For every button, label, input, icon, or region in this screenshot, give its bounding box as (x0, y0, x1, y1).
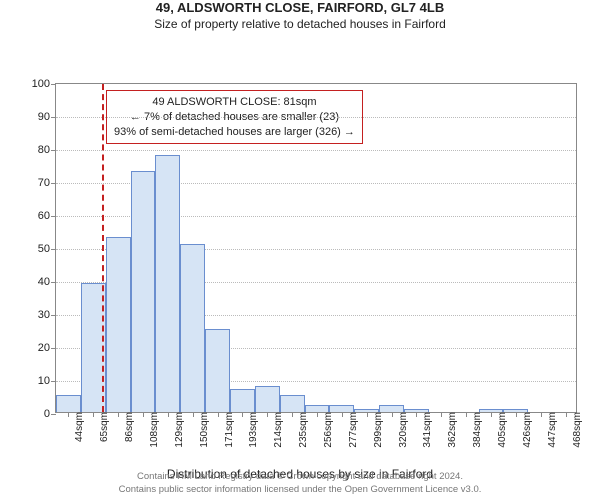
xtick-mark (218, 412, 219, 417)
xtick-label: 171sqm (221, 412, 235, 448)
annotation-line-1: 49 ALDSWORTH CLOSE: 81sqm (114, 95, 355, 110)
xtick-label: 86sqm (121, 412, 135, 442)
xtick-label: 468sqm (569, 412, 583, 448)
xtick-mark (168, 412, 169, 417)
ytick-label: 30 (38, 309, 56, 321)
histogram-bar (155, 155, 180, 412)
xtick-label: 405sqm (494, 412, 508, 448)
xtick-label: 235sqm (295, 412, 309, 448)
footer-line-1: Contains HM Land Registry data © Crown c… (0, 471, 600, 483)
xtick-mark (466, 412, 467, 417)
histogram-bar (205, 329, 230, 412)
histogram-bar (131, 171, 156, 412)
xtick-label: 320sqm (395, 412, 409, 448)
chart-container: Number of detached properties 49 ALDSWOR… (0, 35, 600, 465)
ytick-label: 10 (38, 375, 56, 387)
gridline (56, 117, 576, 118)
xtick-mark (68, 412, 69, 417)
xtick-mark (342, 412, 343, 417)
ytick-label: 50 (38, 243, 56, 255)
xtick-mark (541, 412, 542, 417)
ytick-label: 0 (44, 408, 56, 420)
xtick-mark (93, 412, 94, 417)
ytick-label: 70 (38, 177, 56, 189)
ytick-label: 20 (38, 342, 56, 354)
histogram-bar (56, 395, 81, 412)
reference-line (102, 84, 104, 412)
histogram-bar (230, 389, 255, 412)
xtick-mark (516, 412, 517, 417)
xtick-mark (193, 412, 194, 417)
xtick-label: 384sqm (469, 412, 483, 448)
xtick-mark (242, 412, 243, 417)
xtick-label: 150sqm (196, 412, 210, 448)
xtick-label: 214sqm (270, 412, 284, 448)
xtick-label: 129sqm (171, 412, 185, 448)
histogram-bar (180, 244, 205, 412)
xtick-label: 341sqm (419, 412, 433, 448)
xtick-label: 362sqm (444, 412, 458, 448)
xtick-mark (441, 412, 442, 417)
xtick-label: 277sqm (345, 412, 359, 448)
xtick-mark (118, 412, 119, 417)
histogram-bar (329, 405, 354, 412)
histogram-bar (305, 405, 330, 412)
xtick-label: 299sqm (370, 412, 384, 448)
footer-line-2: Contains public sector information licen… (0, 484, 600, 496)
plot-area: 49 ALDSWORTH CLOSE: 81sqm ← 7% of detach… (55, 83, 577, 413)
xtick-mark (292, 412, 293, 417)
ytick-label: 80 (38, 144, 56, 156)
histogram-bar (255, 386, 280, 412)
xtick-label: 65sqm (96, 412, 110, 442)
xtick-label: 108sqm (146, 412, 160, 448)
ytick-label: 100 (32, 78, 56, 90)
chart-title: 49, ALDSWORTH CLOSE, FAIRFORD, GL7 4LB (0, 0, 600, 17)
histogram-bar (379, 405, 404, 412)
ytick-label: 60 (38, 210, 56, 222)
xtick-mark (392, 412, 393, 417)
xtick-mark (317, 412, 318, 417)
annotation-line-3: 93% of semi-detached houses are larger (… (114, 125, 355, 140)
chart-subtitle: Size of property relative to detached ho… (0, 17, 600, 31)
xtick-mark (491, 412, 492, 417)
ytick-label: 90 (38, 111, 56, 123)
xtick-mark (267, 412, 268, 417)
histogram-bar (106, 237, 131, 412)
footer-attribution: Contains HM Land Registry data © Crown c… (0, 471, 600, 496)
xtick-mark (367, 412, 368, 417)
histogram-bar (280, 395, 305, 412)
xtick-label: 193sqm (245, 412, 259, 448)
xtick-mark (416, 412, 417, 417)
xtick-label: 426sqm (519, 412, 533, 448)
ytick-label: 40 (38, 276, 56, 288)
xtick-mark (143, 412, 144, 417)
xtick-mark (566, 412, 567, 417)
xtick-label: 256sqm (320, 412, 334, 448)
xtick-label: 447sqm (544, 412, 558, 448)
gridline (56, 150, 576, 151)
xtick-label: 44sqm (71, 412, 85, 442)
